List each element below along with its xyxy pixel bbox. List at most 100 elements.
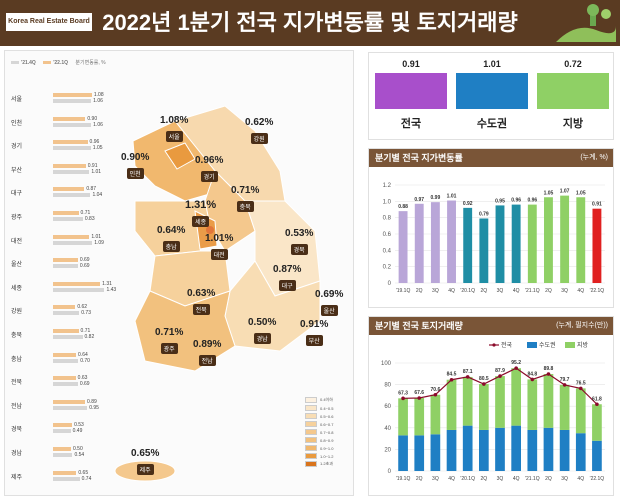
region-row: 세종 1.31 1.43 [9, 278, 116, 300]
region-value-current: 0.50 [73, 446, 83, 452]
map-legend-item: 0.6~0.7 [305, 420, 333, 428]
x-tick-label: 2Q [416, 476, 423, 482]
x-tick-label: '20.1Q [460, 288, 475, 294]
region-name: 경북 [11, 427, 23, 434]
region-value-previous: 0.49 [72, 428, 83, 435]
region-value-previous: 1.06 [93, 98, 103, 104]
total-point [465, 375, 470, 379]
data-label: 87.9 [495, 368, 505, 374]
price-change-chart-panel: 분기별 전국 지가변동률 (누계, %) 0 0.2 0.4 0.6 0.8 1.0 1.2… [368, 148, 614, 308]
x-tick-label: 4Q [577, 476, 584, 482]
bar-provincial [414, 397, 425, 436]
bar-provincial [575, 388, 586, 434]
region-row: 광주 0.71 0.83 [9, 207, 109, 229]
logo: Korea Real Estate Board [6, 13, 92, 31]
bar-capital [543, 427, 554, 471]
region-bar-previous [53, 169, 90, 174]
region-name: 대전 [11, 238, 23, 245]
map-jeonnam [134, 290, 236, 372]
bar-capital [414, 435, 425, 471]
region-value-previous: 0.73 [81, 310, 91, 317]
region-row: 전북 0.63 0.69 [9, 372, 109, 394]
region-bar-current [53, 187, 85, 192]
data-label: 67.6 [414, 390, 424, 396]
data-label: 76.5 [576, 380, 586, 386]
x-tick-label: '19.1Q [396, 476, 411, 482]
summary-bar-provincial [537, 73, 609, 109]
x-tick-label: '19.1Q [396, 288, 411, 294]
map-label-gyeongnam: 0.50% 경남 [248, 317, 277, 344]
region-value-current: 0.87 [86, 186, 97, 193]
region-value-current: 1.01 [91, 233, 102, 240]
transaction-chart-title: 분기별 전국 토지거래량 [369, 317, 613, 335]
map-label-daejeon: 1.01% 대전 [205, 233, 234, 260]
map-legend-item: 0.5~0.6 [305, 412, 333, 420]
y-tick-label: 1.2 [383, 183, 392, 189]
region-bar-current [53, 470, 77, 475]
map-label-gangwon: 0.62% 강원 [245, 117, 274, 144]
region-row: 제주 0.65 0.74 [9, 467, 109, 489]
region-bar-previous [53, 193, 91, 198]
legend-label: 지방 [577, 341, 589, 349]
total-point [449, 377, 454, 382]
bar [544, 197, 553, 283]
map-label-jeju: 0.65% 제주 [131, 448, 160, 475]
bar-capital [511, 425, 521, 471]
map-legend-item: 1.0~1.2 [305, 452, 333, 460]
bar-capital [592, 440, 602, 471]
legend-swatch [565, 342, 575, 348]
region-name: 경기 [11, 144, 23, 151]
region-value-previous: 0.74 [81, 475, 92, 482]
region-bar-previous [53, 240, 93, 245]
region-bar-current [53, 305, 76, 310]
bar-provincial [398, 398, 408, 436]
region-bar-previous [53, 264, 78, 269]
map-label-gyeongbuk: 0.53% 경북 [285, 228, 314, 255]
map-label-jeonbuk: 0.63% 전북 [187, 288, 216, 315]
legend-swatch [527, 342, 537, 348]
bar [430, 202, 440, 283]
region-row: 인천 0.90 1.06 [9, 113, 109, 135]
map-label-ulsan: 0.69% 울산 [315, 289, 344, 316]
region-value-previous: 1.43 [106, 286, 117, 293]
data-label: 1.07 [560, 189, 570, 195]
region-name: 광주 [11, 215, 23, 221]
header: Korea Real Estate Board 2022년 1분기 전국 지가변… [0, 0, 620, 46]
region-value-current: 0.91 [87, 162, 98, 169]
region-name: 충남 [11, 356, 23, 363]
region-bar-current [53, 281, 101, 286]
bar-capital [462, 425, 473, 471]
x-tick-label: 2Q [545, 288, 552, 294]
x-tick-label: '20.1Q [460, 476, 475, 482]
region-bar-current [53, 234, 90, 239]
data-label: 0.88 [398, 204, 408, 210]
region-row: 경기 0.96 1.05 [9, 136, 109, 158]
bar-capital [575, 433, 586, 471]
data-label: 0.92 [463, 201, 473, 207]
region-bar-previous [53, 146, 91, 151]
bar [560, 195, 570, 283]
data-label: 0.99 [431, 195, 441, 201]
decoration-trees-icon [556, 4, 616, 42]
region-value-current: 0.71 [80, 210, 91, 216]
map-legend-item: 0.4이하 [305, 396, 333, 404]
region-name: 강원 [11, 309, 23, 316]
map-label-chungbuk: 0.71% 충북 [231, 185, 260, 212]
data-label: 0.97 [414, 197, 424, 203]
bar [576, 197, 586, 283]
x-tick-label: 3Q [561, 476, 568, 482]
transaction-chart-unit: (누계, 필지수(만)) [556, 322, 608, 329]
map-sejong-dot [206, 226, 214, 234]
x-tick-label: 4Q [577, 288, 584, 294]
bar-provincial [511, 368, 521, 426]
y-tick-label: 60 [384, 404, 391, 410]
total-point [546, 372, 551, 376]
korea-map: 1.08% 서울 0.62% 강원 0.90% 인천 0.96% 경기 0.71% 충북 … [105, 51, 355, 497]
region-row: 서울 1.08 1.06 [9, 89, 109, 111]
region-value-current: 0.64 [78, 351, 88, 358]
y-tick-label: 0.6 [383, 232, 392, 238]
price-change-chart: 0 0.2 0.4 0.6 0.8 1.0 1.2 0.88 '19.1Q 0.97 2Q 0.99 3… [383, 183, 605, 294]
map-legend: 0.4이하 0.4~0.5 0.5~0.6 0.6~0.7 0.7~0.8 0.8~0.9… [305, 396, 333, 468]
region-row: 충남 0.64 0.70 [9, 349, 109, 371]
bar [527, 204, 537, 283]
